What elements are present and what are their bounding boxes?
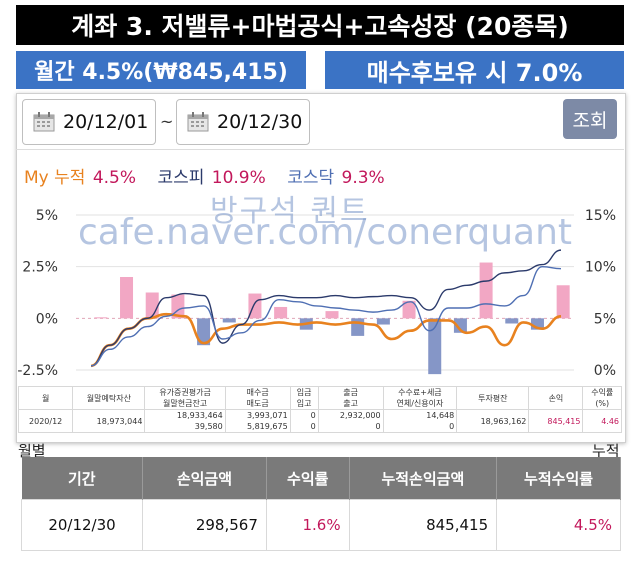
start-date-value: 20/12/01 bbox=[63, 111, 149, 133]
legend-my-value: 4.5% bbox=[92, 168, 137, 188]
stats-data-row: 2020/12 18,973,044 18,933,464 39,580 3,99… bbox=[17, 409, 622, 433]
date-separator: ~ bbox=[160, 112, 174, 131]
calendar-icon bbox=[33, 112, 55, 132]
series-line bbox=[90, 265, 562, 367]
watermark-title: 방구석 퀀트 bbox=[210, 194, 370, 229]
stats-header-cell: 수익률 (%) bbox=[582, 386, 622, 410]
stats-cell: 14,648 0 bbox=[382, 409, 458, 433]
return-bar bbox=[479, 262, 493, 319]
performance-panel bbox=[16, 93, 626, 443]
y-right-tick-label: 5% bbox=[594, 311, 616, 327]
stats-header-cell: 입금 입고 bbox=[289, 386, 319, 410]
stats-header-cell: 수수료+세금 연체/신용이자 bbox=[382, 386, 458, 410]
y-right-tick-label: 15% bbox=[585, 208, 616, 224]
y-right-tick-label: 10% bbox=[585, 260, 616, 276]
y-right-tick-label: 0% bbox=[594, 363, 616, 379]
return-bar bbox=[325, 311, 339, 319]
legend-kospi-label: 코스피 bbox=[157, 168, 205, 188]
return-bar bbox=[222, 318, 236, 323]
return-chart: 5% 15% 2.5% 10% 0% 5% -2.5% 0% bbox=[17, 208, 616, 379]
legend-kosdaq-label: 코스닥 bbox=[287, 168, 335, 188]
summary-period: 20/12/30 bbox=[21, 499, 143, 551]
series-line bbox=[90, 312, 562, 368]
page-title: 계좌 3. 저밸류+마법공식+고속성장 (20종목) bbox=[16, 5, 624, 45]
return-bar bbox=[428, 318, 442, 375]
y-left-tick-label: 2.5% bbox=[22, 260, 58, 276]
return-bar bbox=[402, 300, 416, 319]
stats-cell: 4.46 bbox=[582, 409, 622, 433]
end-date-value: 20/12/30 bbox=[217, 111, 303, 133]
summary-pnl: 298,567 bbox=[142, 499, 267, 551]
summary-cum-return: 4.5% bbox=[496, 499, 621, 551]
stats-cell: 3,993,071 5,819,675 bbox=[224, 409, 291, 433]
series-line bbox=[90, 249, 562, 367]
summary-header-pnl: 손익금액 bbox=[142, 457, 267, 500]
cumulative-label: 누적 bbox=[592, 442, 620, 460]
return-bar bbox=[120, 277, 134, 319]
divider bbox=[16, 149, 624, 150]
watermark-url: cafe.naver.com/conerquant bbox=[78, 212, 573, 253]
stats-header-row: 월 월말예탁자산 유가증권평가금 월말현금잔고 매수금 매도금 입금 입고 출금 출고 … bbox=[17, 386, 622, 410]
stats-cell: 18,963,162 bbox=[456, 409, 530, 433]
summary-header-return: 수익률 bbox=[266, 457, 350, 500]
y-left-tick-label: -2.5% bbox=[17, 363, 58, 379]
calendar-icon bbox=[187, 112, 209, 132]
stats-cell: 18,973,044 bbox=[72, 409, 146, 433]
query-button[interactable]: 조회 bbox=[563, 99, 617, 139]
return-bar bbox=[376, 318, 390, 325]
summary-header-row: 기간 손익금액 수익률 누적손익금액 누적수익률 bbox=[21, 457, 621, 500]
stats-table: 월 월말예탁자산 유가증권평가금 월말현금잔고 매수금 매도금 입금 입고 출금 출고 … bbox=[17, 386, 622, 433]
return-bar bbox=[197, 318, 211, 346]
chart-legend: My 누적 4.5% 코스피 10.9% 코스닥 9.3% bbox=[24, 163, 387, 188]
legend-kosdaq-value: 9.3% bbox=[341, 168, 385, 188]
y-left-tick-label: 5% bbox=[36, 208, 58, 224]
summary-header-cum-return: 누적수익률 bbox=[496, 457, 621, 500]
end-date-input[interactable]: 20/12/30 bbox=[176, 99, 310, 145]
return-bar bbox=[556, 285, 570, 319]
return-bar bbox=[530, 318, 544, 330]
legend-my-label: My 누적 bbox=[24, 168, 86, 188]
monthly-return-banner: 월간 4.5%(₩845,415) bbox=[16, 51, 306, 89]
summary-data-row: 20/12/30 298,567 1.6% 845,415 4.5% bbox=[21, 499, 621, 551]
stats-cell: 18,933,464 39,580 bbox=[144, 409, 226, 433]
return-bar bbox=[505, 318, 519, 324]
stats-cell: 845,415 bbox=[528, 409, 584, 433]
stats-header-cell: 손익 bbox=[528, 386, 584, 410]
stats-header-cell: 매수금 매도금 bbox=[224, 386, 291, 410]
start-date-input[interactable]: 20/12/01 bbox=[22, 99, 156, 145]
summary-return: 1.6% bbox=[265, 499, 350, 551]
summary-header-period: 기간 bbox=[21, 457, 143, 500]
stats-cell: 2020/12 bbox=[17, 409, 74, 433]
summary-cum-pnl: 845,415 bbox=[348, 499, 498, 551]
stats-header-cell: 월말예탁자산 bbox=[72, 386, 146, 410]
stats-header-cell: 유가증권평가금 월말현금잔고 bbox=[144, 386, 226, 410]
monthly-label: 월별 bbox=[18, 442, 46, 460]
summary-header-cum-pnl: 누적손익금액 bbox=[349, 457, 498, 500]
summary-table: 기간 손익금액 수익률 누적손익금액 누적수익률 20/12/30 298,56… bbox=[21, 457, 621, 551]
return-bar bbox=[145, 292, 159, 319]
stats-header-cell: 투자평잔 bbox=[456, 386, 530, 410]
return-bar bbox=[274, 306, 288, 319]
buy-and-hold-banner: 매수후보유 시 7.0% bbox=[325, 51, 624, 89]
stats-header-cell: 월 bbox=[17, 386, 74, 410]
legend-kospi-value: 10.9% bbox=[211, 168, 266, 188]
stats-cell: 2,932,000 0 bbox=[317, 409, 384, 433]
return-bar bbox=[453, 318, 467, 333]
return-bar bbox=[94, 317, 108, 319]
y-left-tick-label: 0% bbox=[36, 311, 58, 327]
return-bar bbox=[351, 318, 365, 336]
stats-header-cell: 출금 출고 bbox=[317, 386, 384, 410]
